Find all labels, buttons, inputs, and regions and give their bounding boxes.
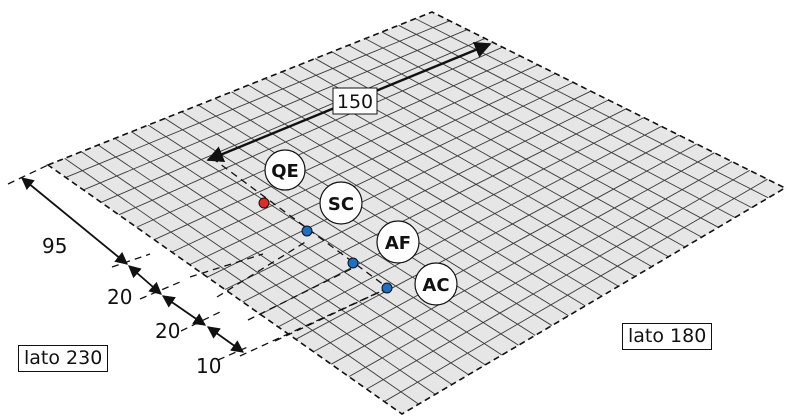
point-af: AF — [347, 220, 420, 269]
side-label-left: lato 230 — [18, 345, 109, 372]
extension-lines — [7, 164, 251, 361]
dimension-150-label: 150 — [337, 91, 373, 113]
point-qe-badge — [264, 149, 306, 191]
point-ac-dot — [381, 282, 393, 294]
grid-line — [295, 134, 680, 340]
grid-line — [224, 99, 609, 290]
point-qe-dot — [258, 197, 270, 209]
point-af-badge — [376, 220, 420, 264]
point-ac-badge — [414, 262, 458, 306]
point-sc: SC — [301, 181, 363, 237]
grid-line — [330, 152, 715, 365]
guide-lines — [189, 157, 389, 357]
dimension-20a-label: 20 — [107, 285, 132, 309]
point-sc-label: SC — [328, 194, 354, 215]
grid-line — [313, 143, 697, 353]
grid-line — [242, 108, 627, 303]
left-dimension-chain — [21, 177, 245, 353]
grid-line — [277, 126, 662, 328]
grid-line — [207, 90, 592, 278]
grid-line — [348, 161, 733, 378]
dimension-150-label-bg — [332, 87, 378, 115]
grid-line — [189, 81, 574, 266]
grid-line — [384, 178, 768, 402]
dimension-95-label: 95 — [42, 234, 67, 258]
point-sc-dot — [301, 225, 313, 237]
dimension-20b-label: 20 — [155, 319, 180, 343]
point-qe-label: QE — [271, 161, 299, 182]
point-ac-label: AC — [422, 275, 449, 296]
side-label-right: lato 180 — [622, 323, 713, 350]
point-af-label: AF — [385, 233, 411, 254]
point-sc-badge — [319, 181, 363, 225]
point-af-dot — [347, 257, 359, 269]
grid-line — [171, 73, 556, 253]
grid-line — [366, 170, 750, 390]
point-ac: AC — [381, 262, 458, 306]
dimension-10-label: 10 — [196, 354, 221, 378]
point-qe: QE — [258, 149, 306, 209]
